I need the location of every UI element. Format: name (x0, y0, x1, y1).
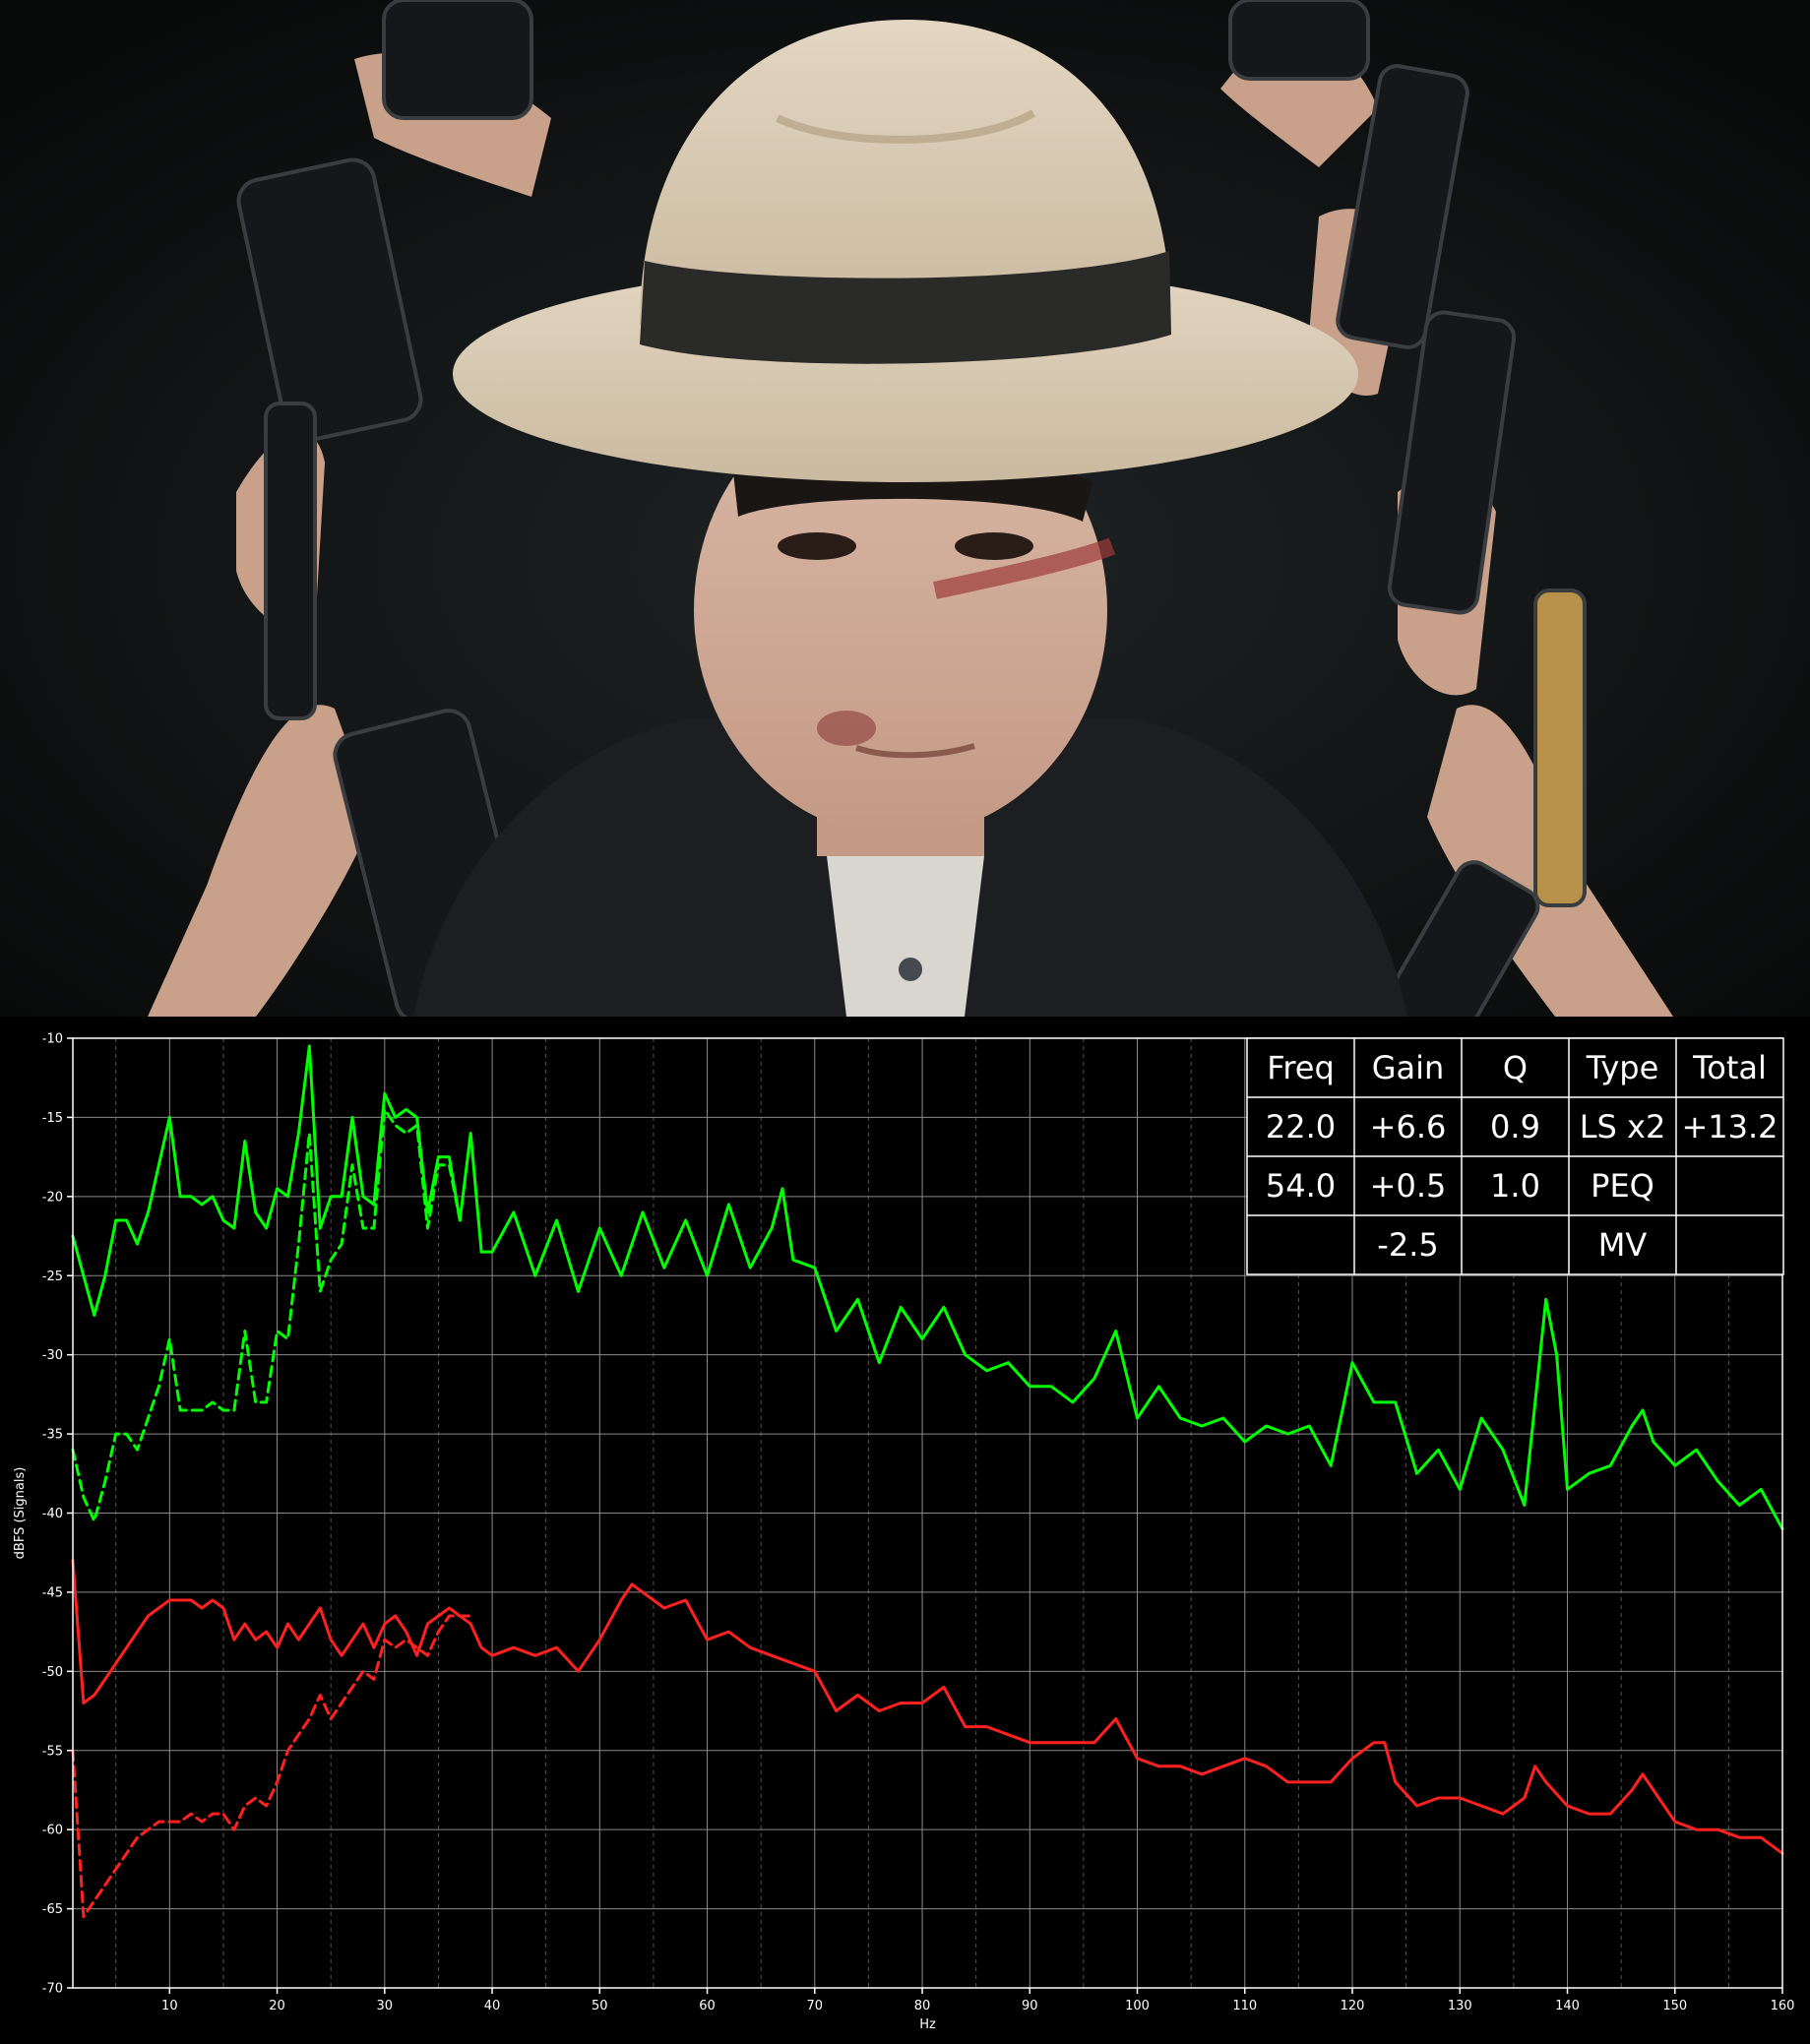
chart-series (71, 1044, 1784, 1919)
eq-table-cell: 0.9 (1490, 1108, 1540, 1146)
eq-table-header: Q (1503, 1049, 1528, 1086)
frequency-response-chart: 10 20 30 40 50 60 70 80 90 100 110 120 130 140 150 160 -… (0, 1017, 1810, 2044)
x-tick-label: 10 (161, 1999, 178, 2013)
x-tick-label: 90 (1022, 1999, 1038, 2013)
y-tick-label: -50 (42, 1665, 63, 1680)
x-tick-label: 70 (807, 1999, 824, 2013)
x-tick-label: 150 (1662, 1999, 1687, 2013)
x-tick-label: 60 (699, 1999, 716, 2013)
x-tick-label: 50 (592, 1999, 608, 2013)
y-tick-label: -35 (42, 1428, 63, 1443)
eq-table-cell: +6.6 (1370, 1108, 1447, 1146)
eq-table-cell: MV (1598, 1226, 1648, 1264)
y-tick-label: -65 (42, 1902, 63, 1917)
eq-table-cell: 54.0 (1266, 1167, 1336, 1205)
y-tick-label: -10 (42, 1032, 63, 1047)
eq-table: Freq Gain Q Type Total 22.0 +6.6 0.9 LS x2 +13.2 5… (1246, 1037, 1784, 1275)
eq-table-cell: +0.5 (1370, 1167, 1447, 1205)
x-tick-label: 30 (377, 1999, 394, 2013)
x-tick-label: 140 (1555, 1999, 1580, 2013)
y-tick-label: -60 (42, 1824, 63, 1838)
x-tick-label: 120 (1341, 1999, 1365, 2013)
chart-ticks: 10 20 30 40 50 60 70 80 90 100 110 120 130 140 150 160 -… (42, 1032, 1795, 2014)
y-tick-label: -55 (42, 1744, 63, 1759)
x-tick-label: 80 (914, 1999, 931, 2013)
x-tick-label: 40 (484, 1999, 501, 2013)
series-line-2 (71, 1559, 1784, 1855)
eq-table-cell: 1.0 (1490, 1167, 1540, 1205)
eq-table-header: Type (1586, 1049, 1659, 1086)
y-tick-label: -30 (42, 1348, 63, 1363)
x-tick-label: 100 (1125, 1999, 1150, 2013)
y-tick-label: -70 (42, 1982, 63, 1997)
eq-table-cell: +13.2 (1681, 1108, 1778, 1146)
y-tick-label: -40 (42, 1507, 63, 1521)
y-tick-label: -20 (42, 1190, 63, 1205)
y-axis-label: dBFS (Signals) (13, 1467, 28, 1560)
eq-table-header: Total (1692, 1049, 1767, 1086)
x-axis-label: Hz (919, 2017, 936, 2032)
eq-table-cell: LS x2 (1580, 1108, 1666, 1146)
x-tick-label: 20 (269, 1999, 285, 2013)
series-line-3 (71, 1614, 472, 1919)
eq-table-cell: 22.0 (1266, 1108, 1336, 1146)
eq-table-header: Gain (1372, 1049, 1445, 1086)
y-tick-label: -15 (42, 1111, 63, 1126)
series-line-0 (71, 1044, 1784, 1531)
poster-photo (0, 0, 1810, 1017)
y-tick-label: -45 (42, 1585, 63, 1600)
hat (453, 20, 1358, 482)
x-tick-label: 110 (1232, 1999, 1257, 2013)
eq-table-cell: PEQ (1591, 1167, 1654, 1205)
eq-table-cell: -2.5 (1377, 1226, 1438, 1264)
eq-table-header: Freq (1267, 1049, 1335, 1086)
x-tick-label: 130 (1448, 1999, 1472, 2013)
x-tick-label: 160 (1771, 1999, 1795, 2013)
series-line-1 (71, 1107, 462, 1522)
y-tick-label: -25 (42, 1270, 63, 1284)
